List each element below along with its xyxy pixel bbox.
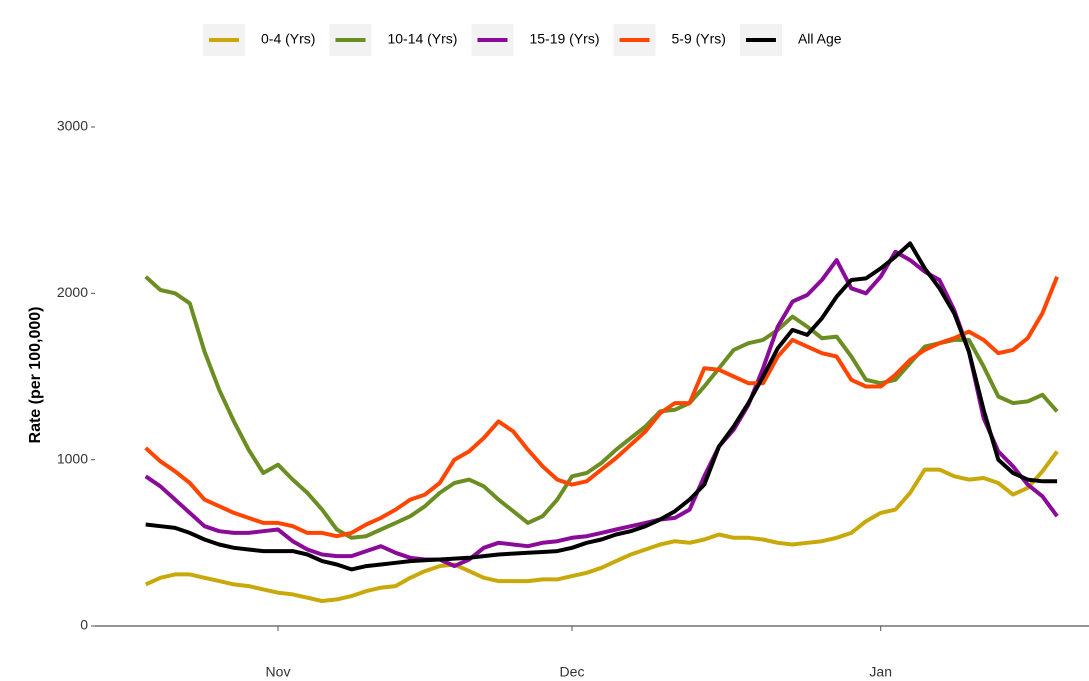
y-tick-label: 0 [80,617,88,633]
legend-label: All Age [798,31,842,47]
y-tick-label: 2000 [57,284,88,300]
y-tick-label: 3000 [57,118,88,134]
y-axis-label: Rate (per 100,000) [27,307,44,444]
x-tick-label: Nov [266,664,291,680]
legend-label: 0-4 (Yrs) [261,31,315,47]
series-line [144,275,1059,539]
x-tick-label: Jan [869,664,892,680]
series-line [144,450,1059,603]
y-tick-label: 1000 [57,450,88,466]
legend-label: 5-9 (Yrs) [672,31,726,47]
series-line [144,249,1059,569]
x-tick-label: Dec [560,664,585,680]
legend-label: 15-19 (Yrs) [529,31,599,47]
series-line [144,275,1059,540]
series-line [145,241,1058,572]
legend-label: 10-14 (Yrs) [387,31,457,47]
